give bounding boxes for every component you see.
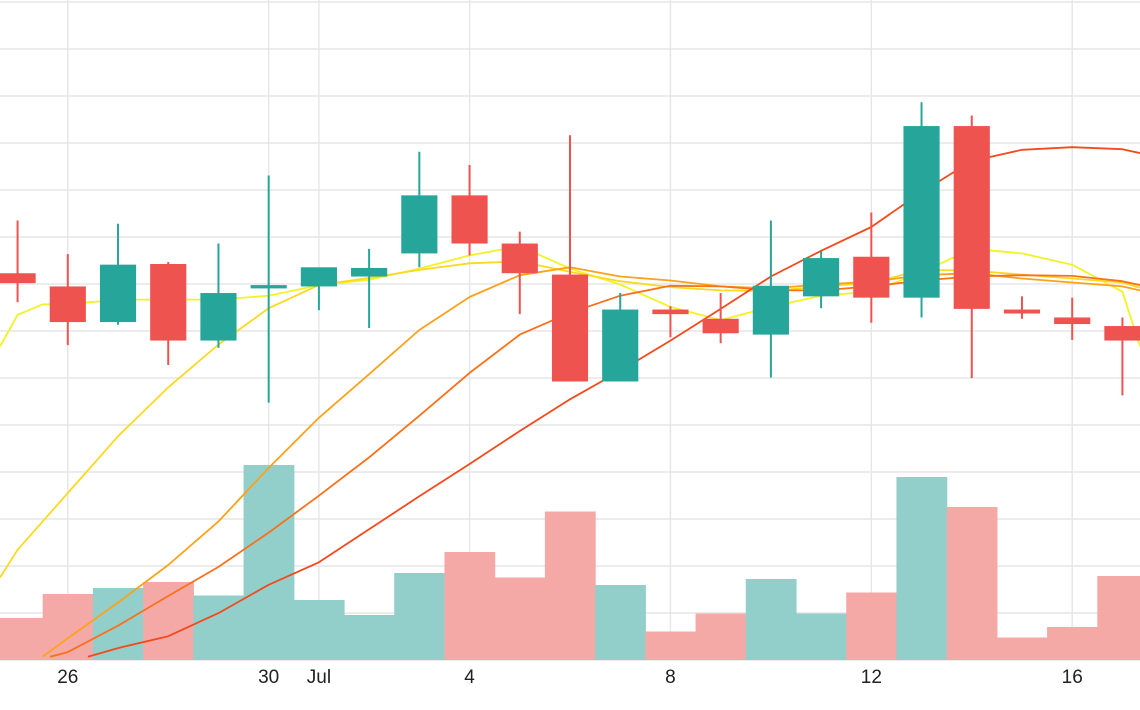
volume-bar [846, 592, 898, 660]
candle-body [953, 126, 990, 309]
candle-body [0, 273, 36, 284]
volume-bar [695, 613, 747, 660]
volume-bar [92, 588, 144, 660]
candle-body [1104, 326, 1140, 341]
candle [200, 243, 237, 348]
candle [953, 115, 990, 379]
candle-body [1003, 309, 1041, 314]
x-tick-label: 16 [1062, 667, 1083, 688]
volume-bar [1047, 627, 1098, 660]
candle [0, 220, 36, 303]
x-tick-label: Jul [307, 667, 331, 688]
candle-body [300, 267, 337, 287]
candle [1003, 296, 1041, 319]
candle-body [903, 126, 940, 298]
candle-body [99, 264, 137, 323]
volume-bar [243, 465, 295, 660]
horizontal-gridlines [0, 1, 1140, 661]
candle-body [752, 285, 789, 335]
x-axis: 26 30 Jul 4 8 12 16 [57, 667, 1083, 688]
candle-body [351, 267, 388, 277]
candle [803, 251, 840, 309]
candle [702, 293, 739, 344]
volume-bar [293, 600, 345, 660]
candle-body [551, 274, 589, 382]
volume-bar [494, 577, 546, 660]
volume-bar [745, 579, 797, 660]
candle [250, 175, 287, 403]
volume-bar [595, 585, 646, 660]
candle [99, 223, 137, 325]
candle-body [652, 309, 689, 315]
candle [300, 267, 337, 311]
candle-body [702, 318, 739, 334]
candle-body [250, 285, 287, 289]
volume-bars [0, 465, 1140, 660]
candle-body [602, 309, 639, 382]
volume-bar [896, 477, 948, 660]
candle [602, 293, 639, 382]
candle [451, 165, 488, 256]
candle [903, 102, 940, 318]
x-tick-label: 30 [258, 667, 279, 688]
volume-bar [645, 631, 697, 660]
candle [1104, 317, 1140, 396]
candle [752, 220, 789, 378]
volume-bar [193, 595, 245, 660]
x-tick-label: 26 [57, 667, 78, 688]
candle [501, 231, 538, 315]
volume-bar [0, 618, 44, 660]
candle [150, 262, 187, 365]
candle-body [451, 195, 488, 244]
candles [0, 102, 1140, 403]
candle-body [200, 293, 237, 341]
candle-body [1054, 317, 1091, 325]
candle [853, 212, 890, 323]
candle [1054, 297, 1091, 340]
candle-body [150, 264, 187, 341]
candle [49, 254, 86, 346]
candle-body [853, 256, 890, 298]
volume-bar [996, 637, 1048, 660]
volume-bar [795, 613, 847, 660]
candle-body [401, 195, 438, 254]
x-tick-label: 4 [464, 667, 475, 688]
candle-body [49, 286, 86, 323]
candle [551, 135, 589, 382]
volume-bar [344, 615, 395, 660]
candle-body [803, 258, 840, 297]
volume-bar [394, 573, 446, 660]
candle [652, 306, 689, 338]
volume-bar [143, 582, 194, 660]
volume-bar [444, 552, 496, 660]
volume-bar [544, 511, 596, 660]
volume-bar [1097, 576, 1140, 660]
candle-body [501, 243, 538, 274]
volume-bar [946, 507, 998, 660]
x-tick-label: 8 [665, 667, 676, 688]
candle [401, 151, 438, 268]
x-tick-label: 12 [861, 667, 882, 688]
candle [351, 248, 388, 329]
